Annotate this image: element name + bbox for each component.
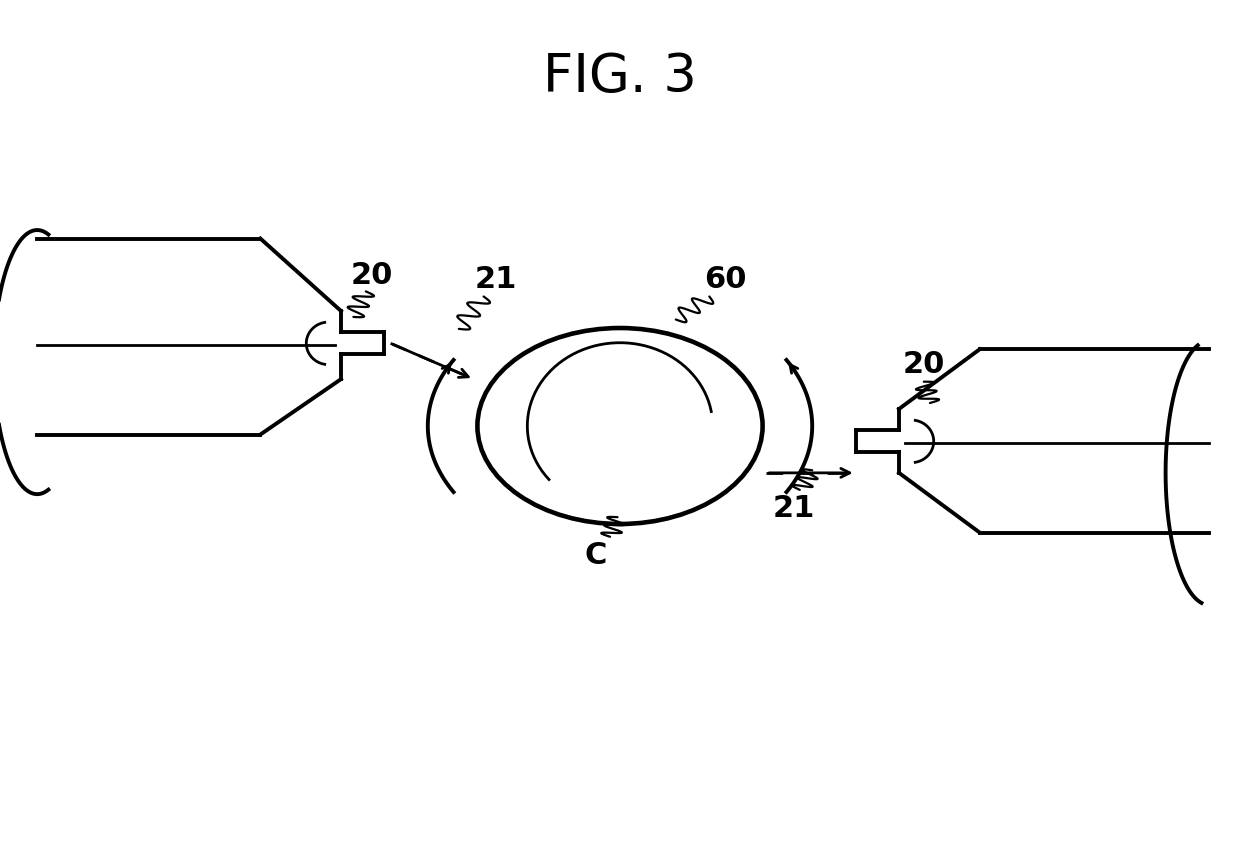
Text: 20: 20 <box>903 350 945 379</box>
Text: 20: 20 <box>351 261 393 290</box>
Text: 21: 21 <box>475 265 517 294</box>
Text: FIG. 3: FIG. 3 <box>543 50 697 103</box>
Text: C: C <box>584 541 606 570</box>
Text: 60: 60 <box>704 265 746 294</box>
Text: 21: 21 <box>773 494 815 523</box>
